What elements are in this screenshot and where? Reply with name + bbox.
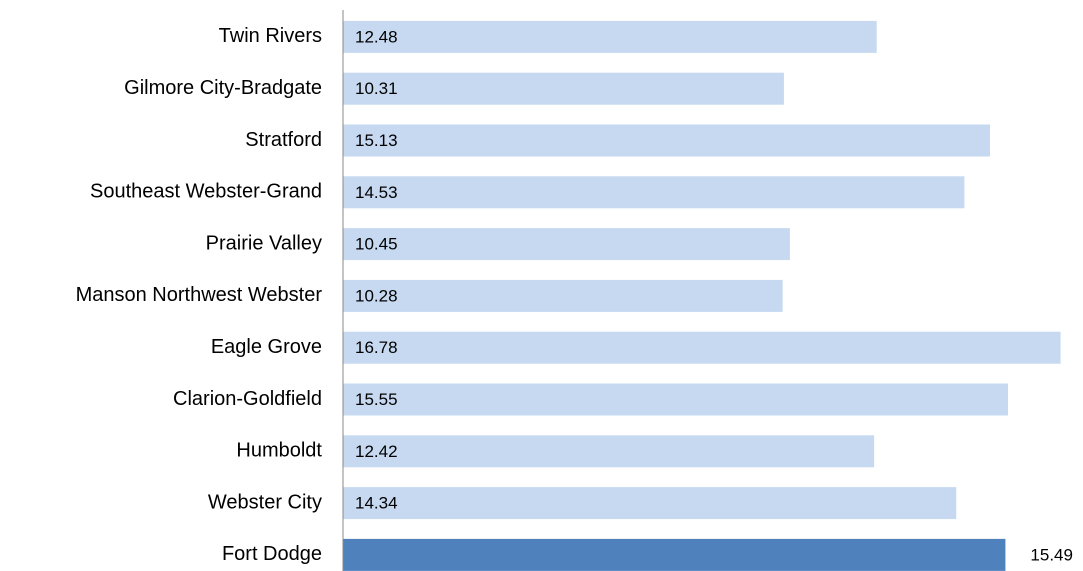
data-label: 12.42: [355, 442, 398, 461]
category-label: Gilmore City-Bradgate: [124, 77, 322, 99]
bar: [343, 124, 991, 157]
data-label: 14.34: [355, 494, 398, 513]
category-label: Twin Rivers: [219, 25, 322, 47]
bar: [343, 383, 1008, 416]
bar: [343, 435, 875, 468]
category-label: Manson Northwest Webster: [76, 284, 323, 306]
bar: [343, 279, 783, 312]
data-label: 10.45: [355, 235, 398, 254]
data-label: 15.55: [355, 390, 398, 409]
category-label: Eagle Grove: [211, 336, 322, 358]
category-label: Fort Dodge: [222, 543, 322, 565]
data-label: 14.53: [355, 183, 398, 202]
bar: [343, 228, 790, 261]
data-label: 15.49: [1030, 545, 1073, 564]
bar: [343, 331, 1061, 364]
data-label: 10.31: [355, 79, 398, 98]
bar: [343, 20, 877, 53]
category-label: Webster City: [208, 491, 322, 513]
category-label: Southeast Webster-Grand: [90, 181, 322, 203]
bar: [343, 538, 1006, 571]
data-label: 10.28: [355, 286, 398, 305]
data-label: 16.78: [355, 338, 398, 357]
data-label: 12.48: [355, 27, 398, 46]
category-label: Stratford: [245, 129, 322, 151]
category-label: Humboldt: [236, 440, 322, 462]
bar: [343, 176, 965, 209]
data-label: 15.13: [355, 131, 398, 150]
category-label: Clarion-Goldfield: [173, 388, 322, 410]
bar: [343, 72, 784, 105]
category-label: Prairie Valley: [206, 232, 322, 254]
bar: [343, 487, 957, 520]
